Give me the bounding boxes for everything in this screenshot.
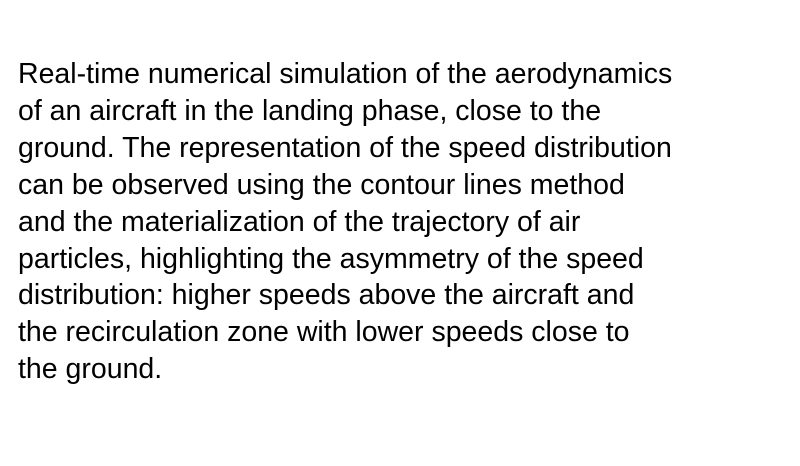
description-paragraph: Real-time numerical simulation of the ae… <box>18 56 790 388</box>
text-line: Real-time numerical simulation of the ae… <box>18 58 673 90</box>
text-line: the ground. <box>18 353 163 386</box>
text-line: ground. The representation of the speed … <box>18 131 672 164</box>
text-line: particles, highlighting the asymmetry of… <box>18 242 644 275</box>
text-line: the recirculation zone with lower speeds… <box>18 316 630 349</box>
text-line: of an aircraft in the landing phase, clo… <box>18 94 602 127</box>
text-line: and the materialization of the trajector… <box>18 205 581 238</box>
text-line: distribution: higher speeds above the ai… <box>18 279 635 312</box>
text-line: can be observed using the contour lines … <box>18 168 625 201</box>
